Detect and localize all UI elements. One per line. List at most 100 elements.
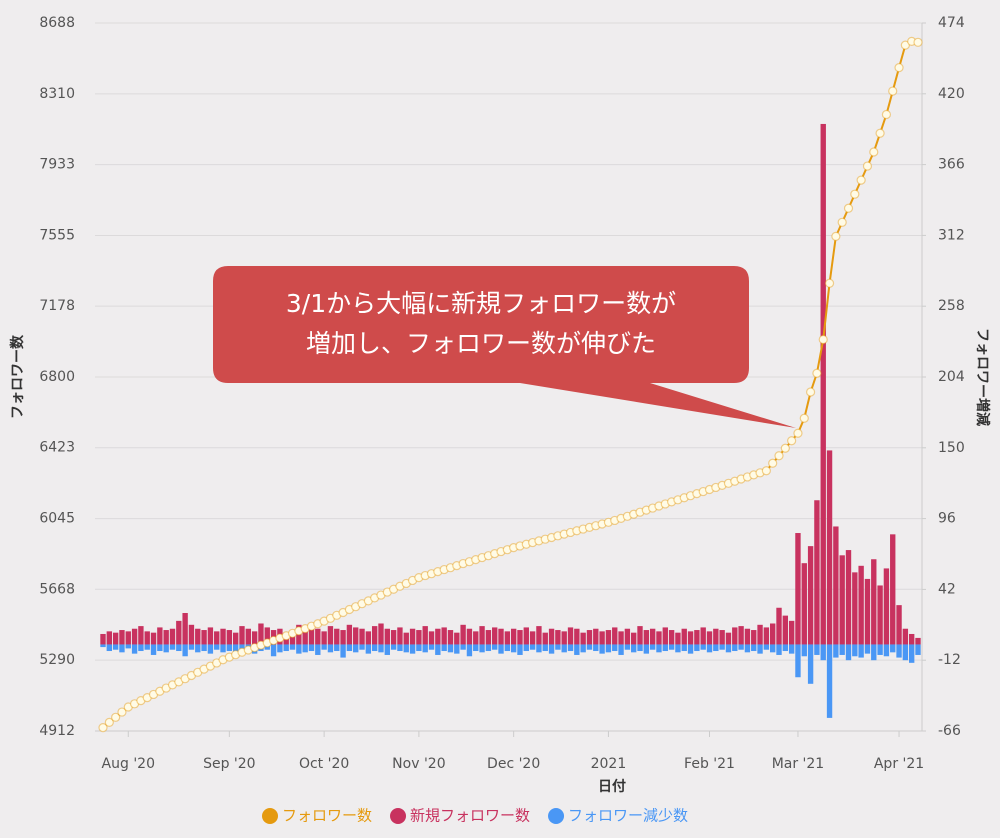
point: [117, 707, 127, 717]
bar: [239, 644, 245, 650]
bar: [871, 644, 877, 661]
bar: [371, 626, 378, 645]
bar: [289, 631, 296, 645]
point: [805, 387, 816, 397]
bar: [763, 644, 770, 650]
bar: [896, 644, 902, 658]
point: [799, 413, 809, 423]
legend-item[interactable]: フォロワー減少数: [548, 807, 688, 825]
y-tick-label: 6800: [39, 369, 75, 385]
bar: [365, 631, 372, 645]
bar: [687, 644, 694, 654]
legend-marker: [390, 808, 407, 824]
bar: [422, 644, 428, 653]
bar: [176, 620, 182, 645]
bar: [523, 644, 529, 652]
bar: [757, 644, 763, 654]
bar: [719, 644, 725, 650]
bar: [732, 644, 738, 652]
bar: [315, 628, 321, 645]
bar: [397, 627, 403, 645]
bar: [510, 644, 517, 653]
legend-label: フォロワー減少数: [568, 807, 688, 825]
bar: [409, 628, 416, 645]
bar: [751, 644, 757, 652]
bar: [346, 624, 353, 645]
bar: [308, 627, 315, 645]
bar: [776, 644, 782, 655]
legend-item[interactable]: 新規フォロワー数: [390, 807, 530, 825]
point: [856, 175, 866, 185]
callout: [213, 266, 796, 428]
y2-tick-label: 204: [938, 369, 965, 385]
y2-tick-label: 96: [938, 511, 956, 527]
bar: [441, 644, 447, 652]
bar: [220, 628, 226, 645]
point: [761, 466, 771, 476]
bar: [441, 627, 447, 645]
bar: [574, 644, 580, 655]
y-axis-title: フォロワー数: [9, 334, 26, 419]
bar: [820, 123, 826, 645]
bar: [353, 627, 359, 645]
bar: [144, 631, 150, 645]
bar: [826, 450, 833, 645]
bar: [561, 644, 567, 653]
y-tick-label: 8688: [39, 15, 75, 31]
bar: [270, 644, 277, 657]
bar: [605, 630, 612, 645]
y-tick-label: 7555: [39, 227, 75, 243]
bar: [631, 632, 637, 645]
bar: [801, 563, 807, 645]
bar: [637, 626, 643, 645]
bar: [340, 630, 346, 645]
bar: [188, 644, 195, 650]
legend-item[interactable]: フォロワー数: [262, 807, 372, 825]
bar: [694, 644, 700, 652]
point: [831, 231, 841, 241]
legend-marker: [548, 808, 565, 824]
y2-tick-label: 258: [938, 298, 965, 314]
annotation-line: 3/1から大幅に新規フォロワー数が: [286, 289, 676, 318]
bar: [182, 644, 188, 657]
point: [850, 189, 860, 199]
bar: [668, 630, 675, 645]
bar: [858, 644, 864, 658]
bar: [504, 644, 511, 652]
bar: [498, 628, 504, 645]
bar: [845, 644, 852, 661]
bar: [763, 627, 770, 645]
bar: [542, 644, 548, 652]
x-tick-label: Oct '20: [299, 756, 349, 772]
point: [793, 428, 803, 438]
x-tick-label: Mar '21: [772, 756, 825, 772]
bar: [681, 628, 687, 645]
y-tick-label: 4912: [39, 723, 75, 739]
bar: [327, 626, 334, 645]
bar: [599, 644, 605, 654]
bar: [492, 644, 498, 650]
bar: [675, 644, 681, 653]
bar: [656, 631, 662, 645]
legend-label: 新規フォロワー数: [410, 807, 530, 825]
bar: [359, 628, 365, 645]
point: [780, 443, 790, 453]
bar: [548, 644, 555, 654]
point: [111, 712, 121, 722]
x-tick-label: Dec '20: [487, 756, 540, 772]
point: [913, 37, 923, 47]
point: [837, 217, 847, 227]
bar: [807, 546, 814, 645]
bar: [220, 644, 226, 653]
bar: [157, 644, 163, 652]
bar: [915, 644, 921, 655]
bar: [264, 627, 270, 645]
bar: [757, 624, 763, 645]
bar: [624, 628, 631, 645]
bar: [201, 630, 207, 645]
bar: [858, 565, 864, 645]
bar: [700, 627, 706, 645]
bar: [119, 630, 125, 645]
y-tick-label: 6045: [39, 511, 75, 527]
bar: [163, 644, 169, 653]
